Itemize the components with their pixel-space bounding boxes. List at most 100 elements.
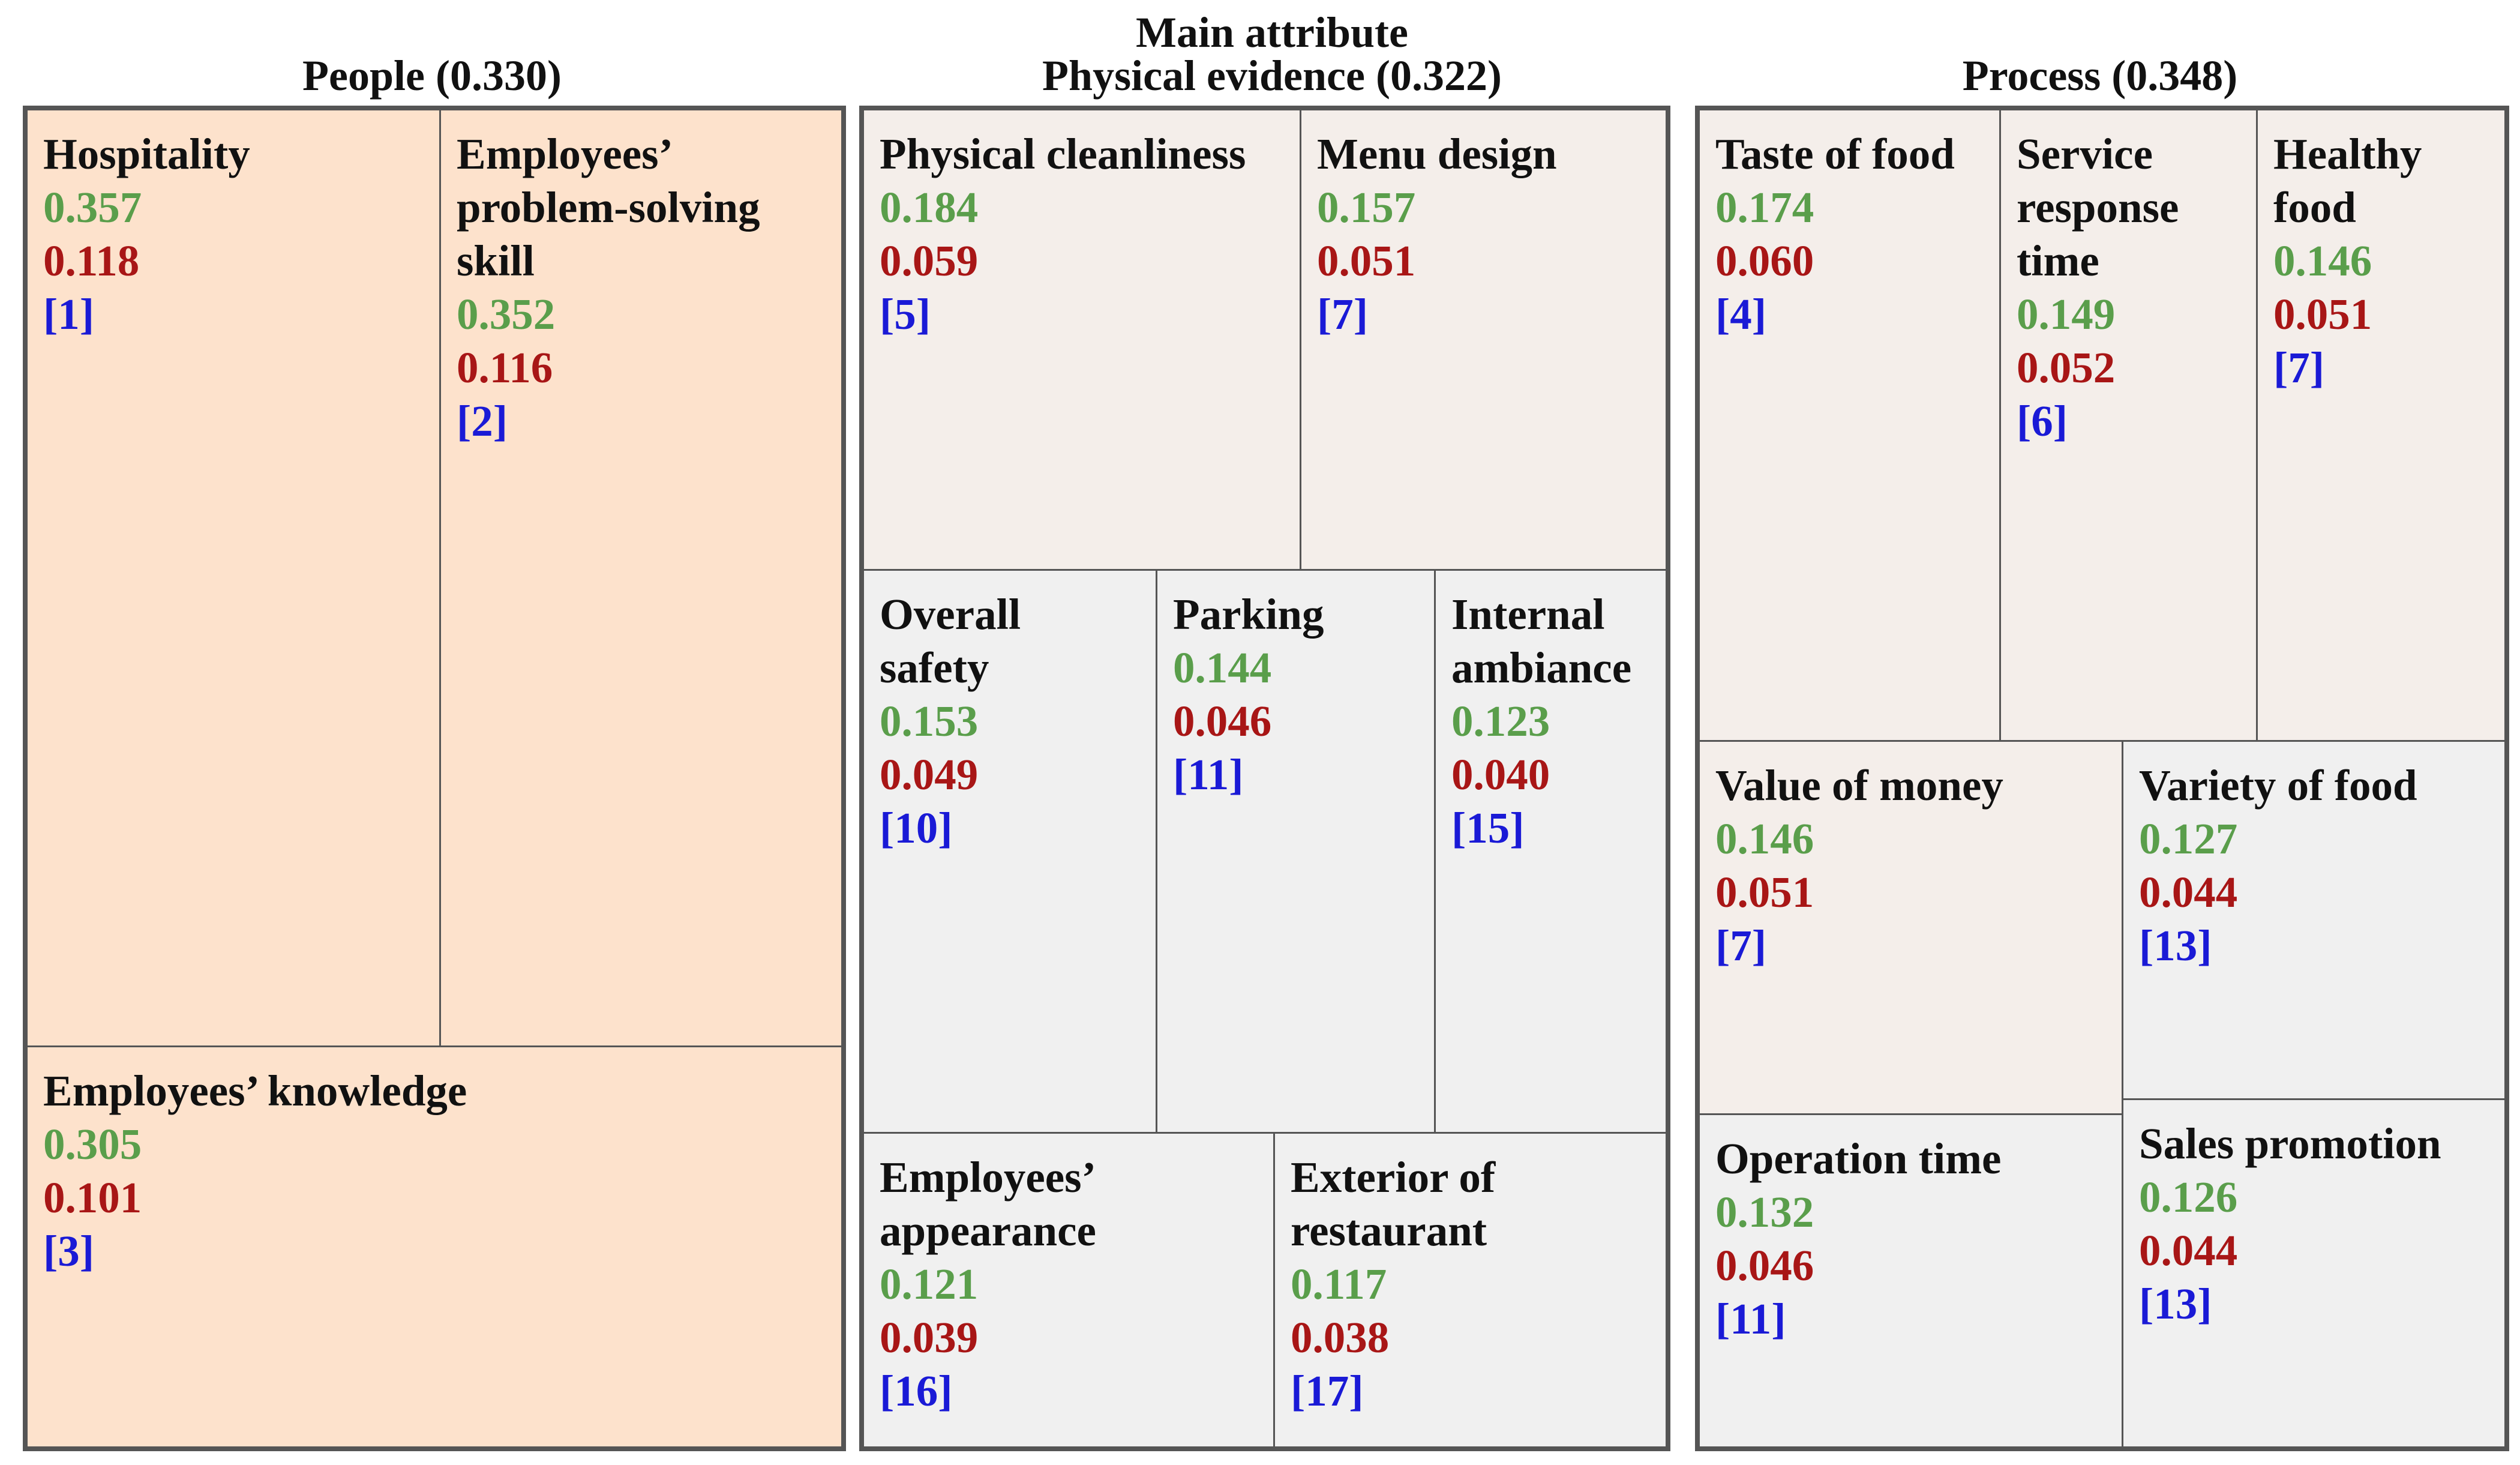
attribute-name: food xyxy=(2273,183,2356,232)
attribute-name: Service xyxy=(2017,130,2153,178)
cell-physical-cleanliness: Physical cleanliness 0.184 0.059 [5] xyxy=(862,109,1301,571)
rank: [7] xyxy=(2273,343,2325,392)
rank: [5] xyxy=(880,290,931,338)
rank: [2] xyxy=(457,397,508,445)
cell-variety-of-food: Variety of food 0.127 0.044 [13] xyxy=(2122,740,2506,1100)
rank: [1] xyxy=(43,290,95,338)
rank: [7] xyxy=(1317,290,1369,338)
attribute-name: Hospitality xyxy=(43,130,250,178)
global-weight: 0.049 xyxy=(880,750,979,799)
attribute-name: time xyxy=(2017,236,2099,285)
group-physical-evidence: Physical cleanliness 0.184 0.059 [5] Men… xyxy=(859,106,1670,1451)
cell-problem-solving-skill: Employees’ problem-solving skill 0.352 0… xyxy=(439,109,843,1047)
attribute-name: Employees’ knowledge xyxy=(43,1066,467,1115)
group-label-process: Process (0.348) xyxy=(1962,52,2238,100)
local-weight: 0.357 xyxy=(43,183,142,232)
cell-exterior-of-restaurant: Exterior of restaurant 0.117 0.038 [17] xyxy=(1273,1132,1667,1448)
global-weight: 0.051 xyxy=(1317,236,1416,285)
cell-taste-of-food: Taste of food 0.174 0.060 [4] xyxy=(1698,109,2001,742)
attribute-name: appearance xyxy=(880,1206,1096,1255)
global-weight: 0.046 xyxy=(1173,697,1272,745)
cell-service-response-time: Service response time 0.149 0.052 [6] xyxy=(1999,109,2258,742)
local-weight: 0.149 xyxy=(2017,290,2116,338)
rank: [16] xyxy=(880,1367,953,1415)
attribute-name: skill xyxy=(457,236,535,285)
local-weight: 0.121 xyxy=(880,1260,979,1308)
group-label-people: People (0.330) xyxy=(302,52,562,100)
rank: [15] xyxy=(1451,804,1525,852)
attribute-name: Overall xyxy=(880,590,1021,639)
local-weight: 0.117 xyxy=(1291,1260,1387,1308)
attribute-name: problem-solving xyxy=(457,183,760,232)
attribute-name: Employees’ xyxy=(457,130,673,178)
group-process: Taste of food 0.174 0.060 [4] Service re… xyxy=(1695,106,2509,1451)
global-weight: 0.051 xyxy=(2273,290,2372,338)
local-weight: 0.132 xyxy=(1715,1188,1814,1236)
local-weight: 0.127 xyxy=(2139,814,2238,863)
local-weight: 0.123 xyxy=(1451,697,1550,745)
attribute-name: response xyxy=(2017,183,2179,232)
rank: [11] xyxy=(1715,1295,1786,1343)
cell-value-of-money: Value of money 0.146 0.051 [7] xyxy=(1698,740,2123,1115)
global-weight: 0.059 xyxy=(880,236,979,285)
rank: [11] xyxy=(1173,750,1244,799)
cell-overall-safety: Overall safety 0.153 0.049 [10] xyxy=(862,569,1157,1134)
local-weight: 0.352 xyxy=(457,290,556,338)
rank: [13] xyxy=(2139,1280,2212,1328)
attribute-name: Parking xyxy=(1173,590,1324,639)
group-people: Hospitality 0.357 0.118 [1] Employees’ p… xyxy=(23,106,846,1451)
attribute-name: Healthy xyxy=(2273,130,2422,178)
global-weight: 0.051 xyxy=(1715,868,1814,916)
attribute-name: Variety of food xyxy=(2139,761,2417,810)
attribute-name: Employees’ xyxy=(880,1153,1096,1202)
attribute-name: Menu design xyxy=(1317,130,1557,178)
attribute-name: Taste of food xyxy=(1715,130,1955,178)
cell-parking: Parking 0.144 0.046 [11] xyxy=(1156,569,1436,1134)
cell-internal-ambiance: Internal ambiance 0.123 0.040 [15] xyxy=(1434,569,1667,1134)
rank: [3] xyxy=(43,1227,95,1275)
global-weight: 0.038 xyxy=(1291,1313,1390,1362)
chart-title: Main attribute xyxy=(1136,8,1408,56)
global-weight: 0.116 xyxy=(457,343,553,392)
cell-employees-knowledge: Employees’ knowledge 0.305 0.101 [3] xyxy=(26,1045,843,1448)
rank: [13] xyxy=(2139,921,2212,970)
local-weight: 0.153 xyxy=(880,697,979,745)
rank: [7] xyxy=(1715,921,1767,970)
cell-healthy-food: Healthy food 0.146 0.051 [7] xyxy=(2256,109,2506,742)
rank: [17] xyxy=(1291,1367,1364,1415)
global-weight: 0.040 xyxy=(1451,750,1550,799)
global-weight: 0.052 xyxy=(2017,343,2116,392)
local-weight: 0.184 xyxy=(880,183,979,232)
local-weight: 0.126 xyxy=(2139,1173,2238,1221)
global-weight: 0.046 xyxy=(1715,1241,1814,1290)
attribute-name: Exterior of xyxy=(1291,1153,1496,1202)
global-weight: 0.060 xyxy=(1715,236,1814,285)
attribute-name: Internal xyxy=(1451,590,1605,639)
local-weight: 0.146 xyxy=(1715,814,1814,863)
local-weight: 0.174 xyxy=(1715,183,1814,232)
attribute-name: restaurant xyxy=(1291,1206,1487,1255)
local-weight: 0.144 xyxy=(1173,643,1272,692)
rank: [6] xyxy=(2017,397,2068,445)
cell-employees-appearance: Employees’ appearance 0.121 0.039 [16] xyxy=(862,1132,1275,1448)
group-label-physical-evidence: Physical evidence (0.322) xyxy=(1042,52,1502,100)
cell-sales-promotion: Sales promotion 0.126 0.044 [13] xyxy=(2122,1098,2506,1448)
rank: [10] xyxy=(880,804,953,852)
global-weight: 0.044 xyxy=(2139,1226,2238,1275)
attribute-name: Operation time xyxy=(1715,1134,2002,1183)
cell-hospitality: Hospitality 0.357 0.118 [1] xyxy=(26,109,441,1047)
attribute-name: Sales promotion xyxy=(2139,1119,2441,1168)
attribute-name: Physical cleanliness xyxy=(880,130,1246,178)
rank: [4] xyxy=(1715,290,1767,338)
local-weight: 0.146 xyxy=(2273,236,2372,285)
global-weight: 0.039 xyxy=(880,1313,979,1362)
attribute-name: ambiance xyxy=(1451,643,1632,692)
local-weight: 0.305 xyxy=(43,1120,142,1169)
attribute-name: Value of money xyxy=(1715,761,2003,810)
cell-menu-design: Menu design 0.157 0.051 [7] xyxy=(1300,109,1667,571)
global-weight: 0.118 xyxy=(43,236,140,285)
local-weight: 0.157 xyxy=(1317,183,1416,232)
attribute-name: safety xyxy=(880,643,989,692)
global-weight: 0.044 xyxy=(2139,868,2238,916)
global-weight: 0.101 xyxy=(43,1173,142,1222)
